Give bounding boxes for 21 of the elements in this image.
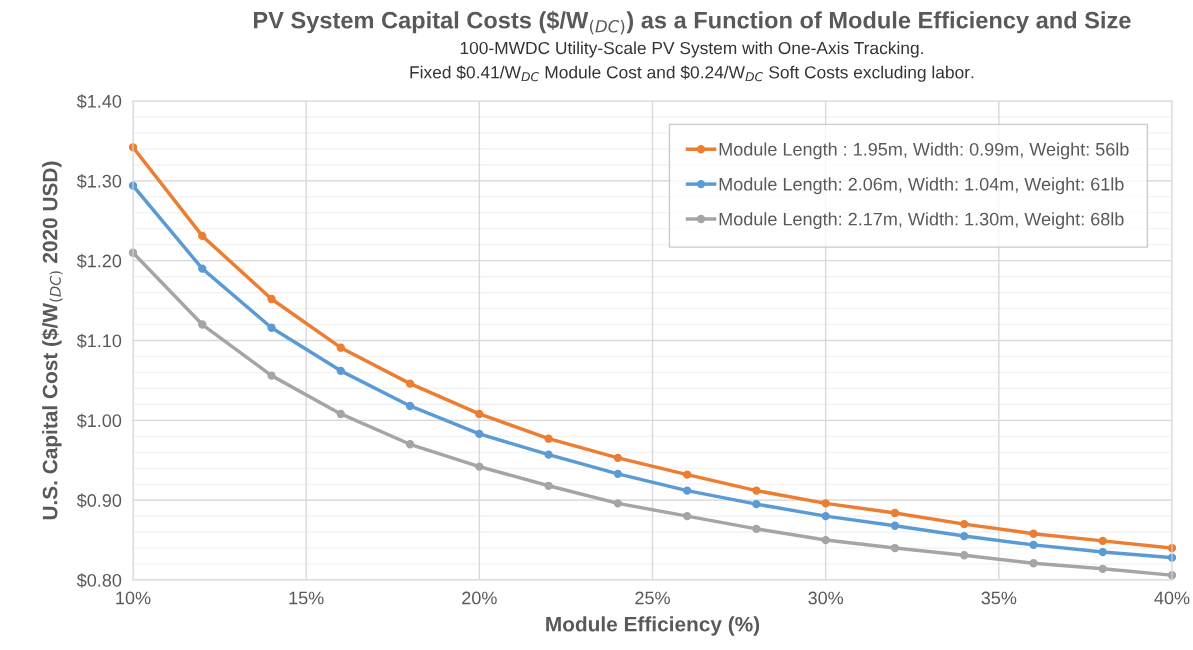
legend-label: Module Length: 2.06m, Width: 1.04m, Weight: 61lb	[719, 177, 1124, 195]
y-tick-label: $0.90	[76, 493, 122, 508]
legend-label: Module Length : 1.95m, Width: 0.99m, Weight: 56lb	[719, 142, 1129, 160]
x-tick-label: 10%	[116, 591, 151, 605]
y-tick-label: $0.80	[76, 573, 122, 588]
x-tick-label: 15%	[289, 591, 324, 605]
x-axis-title: Module Efficiency (%)	[546, 616, 760, 636]
y-tick-label: $1.10	[76, 333, 122, 349]
chart-subtitle: 100-MWDC Utility-Scale PV System with One-Axis Tracking. Fixed $0.41/W$_{DC}$ Module Cost and $0.24/W$_{DC}$ Soft Costs excluding labor.	[410, 41, 974, 82]
x-tick-label: 20%	[462, 591, 497, 605]
y-tick-label: $1.30	[76, 174, 122, 189]
x-tick-label: 30%	[808, 591, 844, 605]
y-axis-title: U.S. Capital Cost ($/W$_{(DC)}$ 2020 USD)	[41, 161, 63, 520]
y-tick-label: $1.40	[76, 94, 122, 109]
y-tick-label: $1.20	[76, 253, 122, 269]
y-tick-label: $1.00	[76, 413, 122, 429]
chart-title: PV System Capital Costs ($/W$_{(DC)}$) as a Function of Module Efficiency and Size	[254, 10, 1131, 35]
x-tick-label: 40%	[1154, 591, 1190, 605]
legend-label: Module Length: 2.17m, Width: 1.30m, Weight: 68lb	[719, 212, 1124, 230]
x-tick-label: 25%	[635, 591, 670, 605]
x-tick-label: 35%	[981, 591, 1017, 605]
